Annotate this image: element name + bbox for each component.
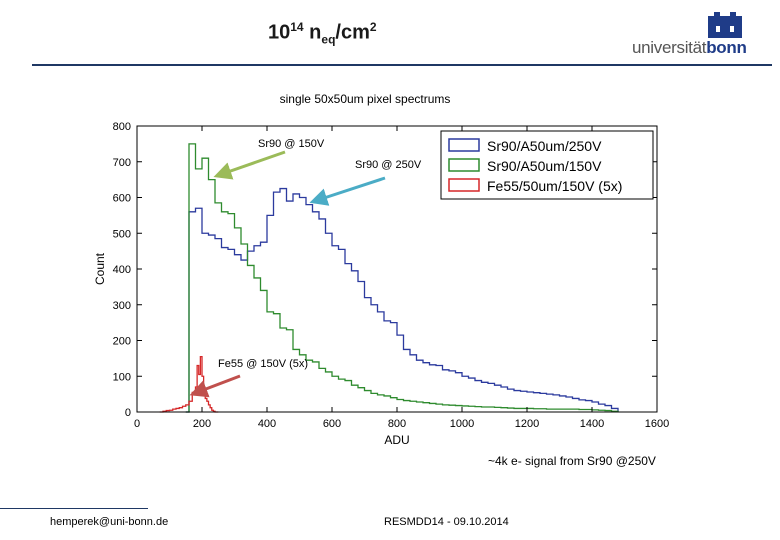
signal-note: ~4k e- signal from Sr90 @250V [488, 454, 656, 468]
annotation-label: Sr90 @ 150V [258, 138, 325, 150]
x-tick-label: 1600 [645, 418, 669, 430]
y-tick-label: 0 [125, 407, 131, 419]
series-line-1 [185, 143, 619, 413]
annotation-arrow [309, 176, 386, 206]
slide-title: 1014 neq/cm2 [268, 20, 377, 47]
x-tick-label: 600 [323, 418, 341, 430]
legend-box [440, 130, 654, 200]
x-tick-label: 1400 [580, 418, 604, 430]
annotation-label: Fe55 @ 150V (5x) [218, 358, 308, 370]
x-tick-label: 0 [134, 418, 140, 430]
x-tick-label: 800 [388, 418, 406, 430]
legend: Sr90/A50um/250V Sr90/A50um/150V Fe55/50um/… [440, 130, 654, 200]
annotation-label: Sr90 @ 250V [355, 159, 422, 171]
annotation-arrow [189, 374, 241, 398]
annotation-arrow [213, 150, 286, 180]
x-tick-label: 400 [258, 418, 276, 430]
footer-email: hemperek@uni-bonn.de [50, 516, 169, 528]
x-axis-label: ADU [384, 433, 409, 447]
x-tick-label: 200 [193, 418, 211, 430]
legend-swatch [448, 158, 480, 172]
header-rule [32, 64, 772, 66]
y-tick-label: 200 [113, 336, 131, 348]
logo-text: universitätbonn [632, 38, 747, 57]
legend-swatch [448, 178, 480, 192]
y-tick-label: 500 [113, 228, 131, 240]
y-tick-label: 800 [113, 121, 131, 133]
x-tick-label: 1000 [450, 418, 474, 430]
y-tick-label: 300 [113, 300, 131, 312]
footer-rule [0, 508, 148, 509]
series-line-0 [185, 187, 619, 413]
legend-entry: Sr90/A50um/150V [487, 158, 602, 174]
legend-entry: Fe55/50um/150V (5x) [487, 178, 622, 194]
legend-swatch [448, 138, 480, 152]
y-tick-label: 600 [113, 193, 131, 205]
x-tick-label: 1200 [515, 418, 539, 430]
legend-entry: Sr90/A50um/250V [487, 138, 602, 154]
chart-title: single 50x50um pixel spectrums [279, 92, 451, 106]
university-logo: universitätbonn [632, 12, 768, 60]
y-tick-label: 100 [113, 371, 131, 383]
series-line-2 [159, 355, 219, 413]
castle-icon [708, 12, 742, 38]
y-axis-label: Count [93, 252, 107, 285]
y-tick-label: 400 [113, 264, 131, 276]
footer-event: RESMDD14 - 09.10.2014 [384, 516, 509, 528]
y-tick-label: 700 [113, 157, 131, 169]
